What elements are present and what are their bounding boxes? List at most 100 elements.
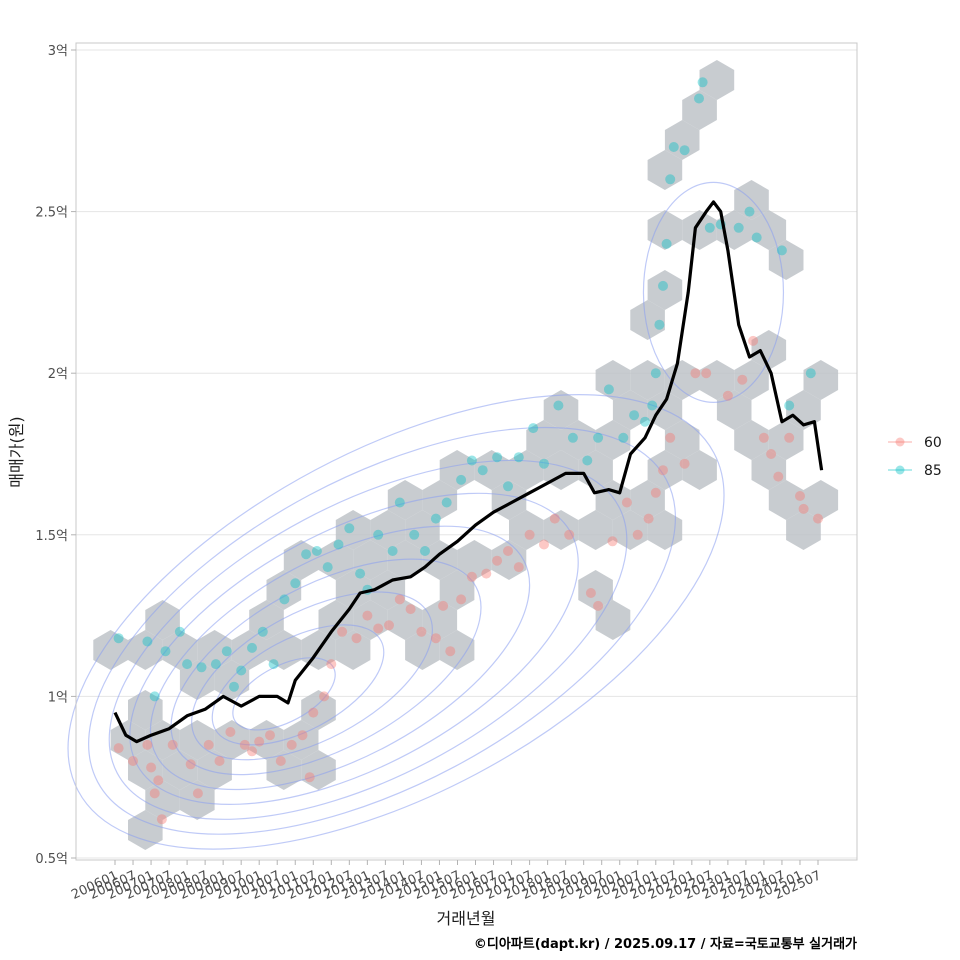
point-series-60 (304, 772, 315, 783)
hexbin-cell (699, 360, 735, 400)
hexbin-cell (647, 150, 683, 190)
density-contour (170, 558, 482, 776)
point-series-60 (337, 626, 348, 637)
legend-entry-85: 85 (888, 463, 942, 479)
density-contour (67, 394, 725, 850)
hexbin-cell (335, 570, 371, 610)
point-series-85 (373, 529, 384, 540)
hexbin-cell (128, 750, 163, 790)
point-series-85 (784, 400, 795, 411)
point-series-85 (697, 77, 708, 88)
density-contour (191, 591, 433, 761)
hexbin-cell (630, 300, 665, 340)
hexbin-cell (231, 630, 267, 670)
hexbin-cell (335, 630, 371, 670)
point-series-85 (553, 400, 564, 411)
point-series-85 (322, 562, 333, 573)
point-series-85 (733, 222, 744, 233)
point-series-60 (416, 626, 427, 637)
point-series-60 (784, 432, 795, 443)
point-series-60 (737, 374, 748, 385)
point-series-60 (192, 788, 203, 799)
point-series-85 (456, 474, 467, 485)
point-series-60 (643, 513, 654, 524)
point-series-85 (477, 465, 488, 476)
legend-label-85: 85 (924, 463, 942, 479)
point-series-85 (658, 280, 668, 291)
point-series-60 (564, 529, 575, 540)
hexbin-cell (578, 510, 613, 550)
point-series-85 (567, 432, 578, 443)
point-series-85 (744, 206, 755, 217)
hexbin-cell (664, 420, 700, 460)
hexbin-cell (751, 210, 787, 250)
hexbin-cell (439, 450, 475, 490)
hexbin-cell (664, 360, 700, 400)
point-series-60 (607, 536, 618, 547)
y-tick-label: 1억 (48, 690, 68, 705)
hexbin-cell (612, 510, 648, 550)
point-series-60 (650, 487, 661, 498)
hexbin-cell (734, 360, 769, 400)
point-series-85 (593, 432, 604, 443)
point-series-85 (665, 174, 676, 185)
point-series-85 (409, 529, 420, 540)
density-contour (149, 525, 531, 791)
hexbin-cell (301, 750, 336, 790)
point-series-60 (585, 588, 596, 598)
point-series-60 (362, 610, 373, 621)
point-series-85 (654, 319, 665, 330)
density-contour (88, 426, 676, 835)
point-series-85 (355, 568, 366, 579)
point-series-85 (229, 681, 239, 692)
point-series-85 (430, 513, 441, 524)
hexbin-cell (145, 600, 180, 640)
point-series-85 (503, 481, 513, 492)
point-series-60 (766, 449, 777, 459)
hexbin-cell (595, 360, 631, 400)
hexbin-cell (422, 480, 458, 520)
hexbin-cell (422, 540, 458, 580)
point-series-85 (142, 636, 153, 647)
hexbin-cell (751, 450, 787, 490)
point-series-60 (456, 594, 467, 605)
hexbin-cell (318, 600, 354, 640)
y-tick-label: 2.5억 (35, 206, 68, 221)
point-series-85 (420, 546, 430, 556)
point-series-85 (582, 455, 593, 466)
y-axis-title: 매매가(원) (7, 416, 26, 487)
hexbin-cell (630, 360, 665, 400)
hexbin-cell (509, 510, 544, 550)
point-series-60 (265, 730, 275, 741)
point-series-85 (387, 546, 398, 556)
density-contour (232, 657, 336, 731)
trend-line-layer (113, 200, 824, 744)
point-series-60 (679, 458, 690, 469)
point-series-60 (308, 707, 319, 718)
hexbin-cell (162, 750, 198, 790)
x-axis: 2006012006072007012007072008012008072009… (69, 860, 824, 903)
hexbin-cell (664, 120, 700, 160)
point-series-60 (539, 539, 549, 550)
point-series-60 (503, 546, 513, 556)
point-series-85 (290, 578, 301, 589)
point-series-85 (182, 659, 193, 670)
point-series-60 (214, 756, 225, 766)
point-series-85 (247, 642, 257, 653)
y-tick-label: 3억 (48, 44, 68, 59)
hexbin-cell (647, 450, 683, 490)
point-series-85 (160, 646, 171, 657)
y-tick-label: 2억 (48, 367, 68, 382)
hexbin-cell (786, 510, 821, 550)
legend-entry-60: 60 (888, 435, 942, 451)
point-series-60 (225, 727, 236, 737)
point-series-85 (661, 238, 672, 249)
point-series-60 (384, 620, 394, 631)
point-series-85 (528, 423, 539, 434)
point-series-85 (333, 539, 344, 550)
density-contour (211, 624, 385, 746)
point-series-60 (128, 756, 138, 766)
point-series-85 (394, 497, 405, 508)
hexbin-cell (768, 240, 804, 280)
hexbin-cell (439, 630, 475, 670)
